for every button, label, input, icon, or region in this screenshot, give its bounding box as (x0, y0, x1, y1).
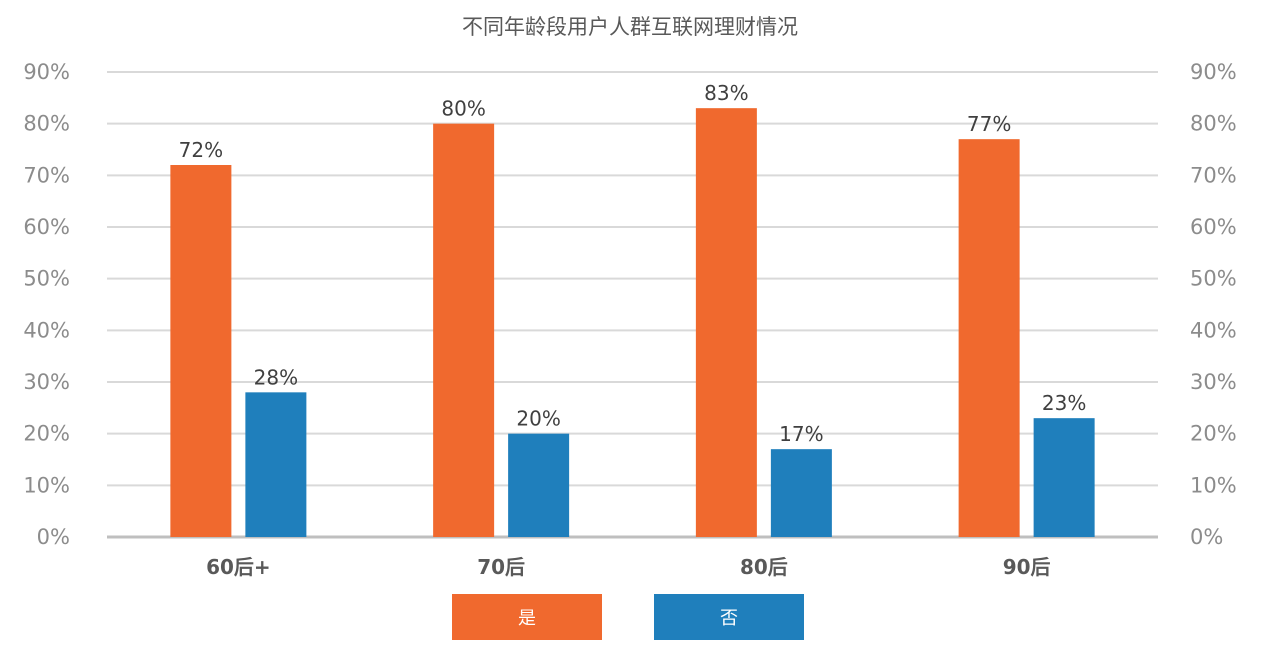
y-tick-label-right: 80% (1190, 112, 1237, 136)
y-tick-label-right: 10% (1190, 473, 1237, 497)
bars: 72% 28% 80% 20% 83% 17% 77% 23% (170, 81, 1095, 538)
y-tick-label-left: 10% (23, 473, 70, 497)
y-tick-label-left: 50% (23, 267, 70, 291)
y-axis-right: 0% 10% 20% 30% 40% 50% 60% 70% 80% 90% (1190, 60, 1237, 549)
y-tick-label-left: 90% (23, 60, 70, 84)
y-axis-left: 0% 10% 20% 30% 40% 50% 60% 70% 80% 90% (23, 60, 70, 549)
bar-yes (695, 108, 757, 538)
y-tick-label-left: 40% (23, 318, 70, 342)
bar-yes (433, 123, 495, 538)
y-tick-label-left: 20% (23, 422, 70, 446)
data-label: 83% (704, 81, 748, 105)
y-tick-label-left: 60% (23, 215, 70, 239)
data-label: 77% (967, 112, 1011, 136)
data-label: 72% (179, 138, 223, 162)
y-tick-label-left: 0% (37, 525, 70, 549)
data-label: 23% (1042, 391, 1086, 415)
y-tick-label-right: 40% (1190, 318, 1237, 342)
bar-no (1033, 418, 1095, 537)
legend-item-no: 否 (654, 594, 804, 640)
y-tick-label-right: 70% (1190, 163, 1237, 187)
data-label: 17% (779, 422, 823, 446)
y-tick-label-right: 90% (1190, 60, 1237, 84)
bar-yes (958, 139, 1020, 537)
x-axis: 60后+ 70后 80后 90后 (206, 555, 1050, 579)
y-tick-label-right: 50% (1190, 267, 1237, 291)
legend-item-yes: 是 (452, 594, 602, 640)
y-tick-label-left: 70% (23, 163, 70, 187)
data-label: 28% (254, 365, 298, 389)
x-tick-label: 90后 (1003, 555, 1051, 579)
bar-no (508, 433, 570, 537)
y-tick-label-left: 80% (23, 112, 70, 136)
chart-title: 不同年龄段用户人群互联网理财情况 (462, 15, 798, 39)
y-tick-label-right: 30% (1190, 370, 1237, 394)
y-tick-label-right: 20% (1190, 422, 1237, 446)
x-tick-label: 70后 (477, 555, 525, 579)
bar-yes (170, 165, 232, 537)
y-tick-label-right: 0% (1190, 525, 1223, 549)
data-label: 20% (516, 407, 560, 431)
y-tick-label-left: 30% (23, 370, 70, 394)
y-tick-label-right: 60% (1190, 215, 1237, 239)
bar-no (770, 449, 832, 537)
data-label: 80% (441, 97, 485, 121)
x-tick-label: 60后+ (206, 555, 271, 579)
bar-no (245, 392, 307, 537)
x-tick-label: 80后 (740, 555, 788, 579)
